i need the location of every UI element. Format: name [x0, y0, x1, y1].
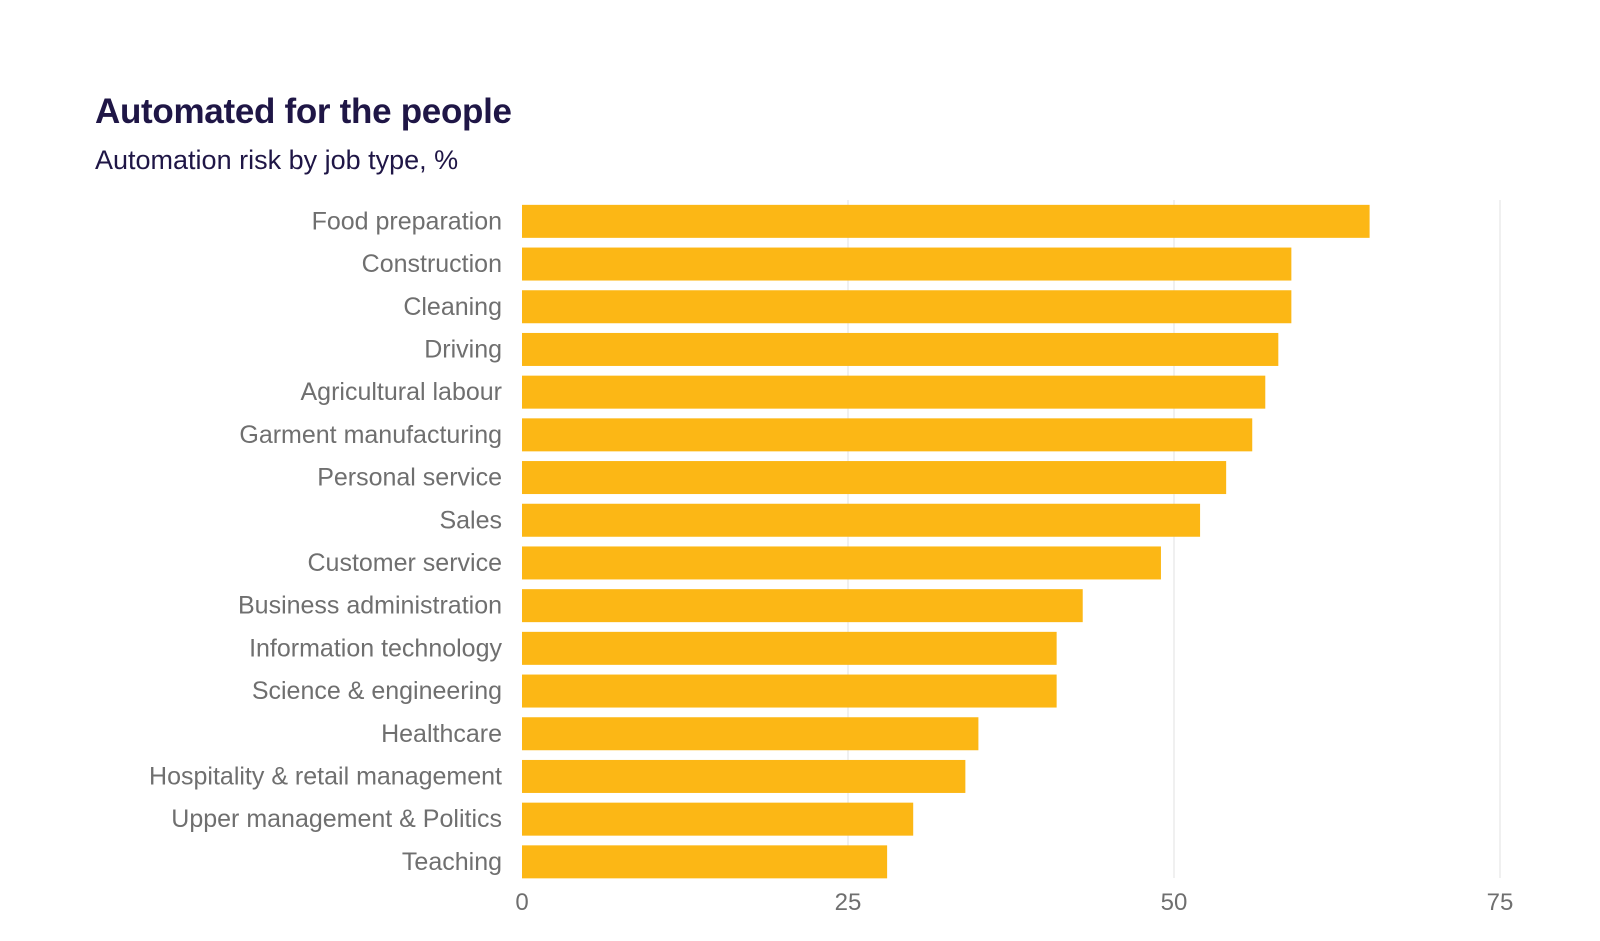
bar: [522, 845, 888, 879]
x-tick-label: 50: [1161, 889, 1188, 916]
category-label: Food preparation: [312, 207, 502, 235]
x-axis-ticks: 0 25 50 75: [515, 889, 1513, 916]
bars: [522, 204, 1370, 879]
category-label: Science & engineering: [252, 677, 502, 705]
bar: [522, 332, 1279, 366]
category-label: Information technology: [249, 634, 502, 662]
x-tick-label: 25: [835, 889, 862, 916]
bar: [522, 631, 1057, 665]
category-label: Teaching: [402, 848, 502, 876]
bar: [522, 418, 1253, 452]
bar: [522, 589, 1083, 623]
bar: [522, 503, 1201, 537]
bar: [522, 674, 1057, 708]
category-label: Personal service: [317, 464, 502, 492]
category-label: Upper management & Politics: [171, 805, 502, 833]
category-label: Healthcare: [381, 720, 502, 748]
bar: [522, 247, 1292, 281]
bar: [522, 759, 966, 793]
category-label: Driving: [424, 335, 502, 363]
category-label: Customer service: [308, 549, 503, 577]
category-label: Construction: [362, 250, 502, 278]
bar: [522, 375, 1266, 409]
x-tick-label: 75: [1487, 889, 1514, 916]
category-label: Business administration: [238, 592, 502, 620]
x-tick-label: 0: [515, 889, 528, 916]
category-labels: Food preparation Construction Cleaning Driv…: [149, 207, 503, 876]
bar: [522, 204, 1370, 238]
bar: [522, 802, 914, 836]
bar: [522, 290, 1292, 324]
bar: [522, 717, 979, 751]
bar: [522, 546, 1161, 580]
category-label: Sales: [439, 506, 502, 534]
category-label: Garment manufacturing: [239, 421, 502, 449]
chart-title: Automated for the people: [95, 92, 512, 131]
category-label: Hospitality & retail management: [149, 762, 502, 790]
chart-subtitle: Automation risk by job type, %: [95, 145, 459, 175]
category-label: Agricultural labour: [301, 378, 503, 406]
bar: [522, 461, 1227, 495]
category-label: Cleaning: [403, 293, 502, 321]
